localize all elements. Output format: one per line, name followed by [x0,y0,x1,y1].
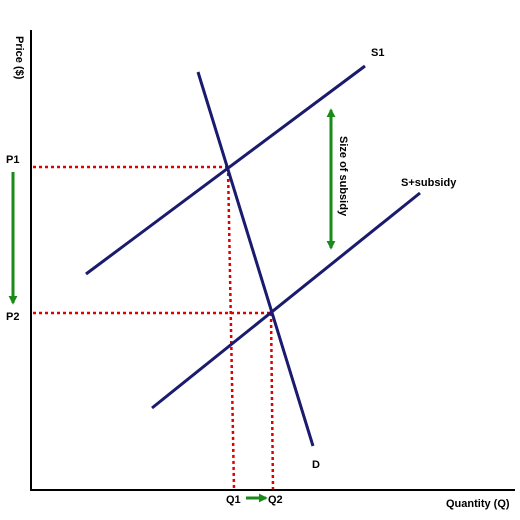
subsidy-size-label: Size of subsidy [337,136,349,217]
s-subsidy-curve [151,191,421,410]
q1-guide-line [226,166,236,490]
s1-label: S1 [371,47,384,59]
guide-lines [33,165,275,490]
p2-label: P2 [6,311,19,323]
y-axis-label: Price ($) [13,36,25,80]
q1-label: Q1 [226,494,241,506]
demand-curve [196,71,315,447]
x-axis-label: Quantity (Q) [446,498,510,510]
q2-label: Q2 [268,494,283,506]
s-subsidy-label: S+subsidy [401,177,457,189]
demand-label: D [312,459,320,471]
s1-curve [85,64,366,276]
p1-label: P1 [6,154,19,166]
q2-guide-line [269,312,275,490]
